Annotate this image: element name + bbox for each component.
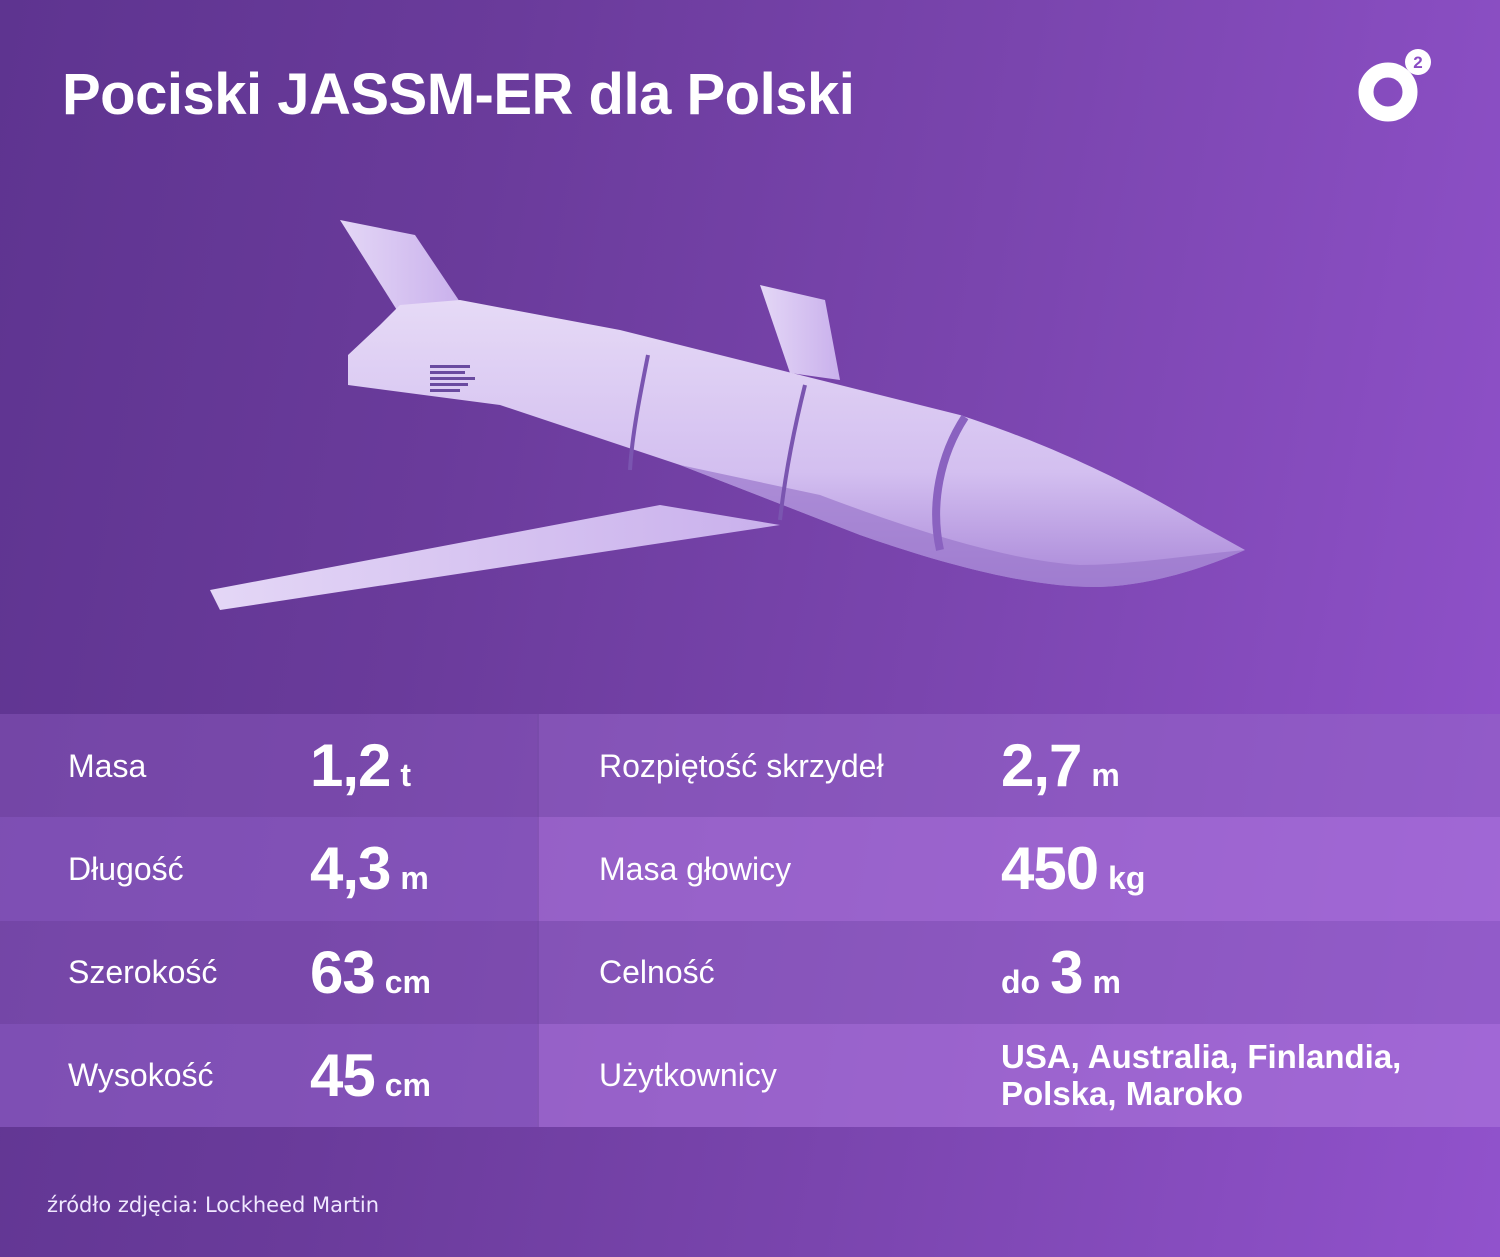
o2-logo-icon: 2 [1358, 49, 1431, 122]
spec-value: do 3 m [1001, 938, 1121, 1006]
specs-table: Masa 1,2 t Rozpiętość skrzydeł 2,7 m Długo… [0, 714, 1500, 1127]
spec-value: 45 cm [310, 1041, 431, 1109]
spec-row-masa: Masa 1,2 t [0, 714, 537, 818]
spec-value: 63 cm [310, 938, 431, 1006]
spec-label: Długość [68, 850, 184, 887]
spec-label: Celność [599, 954, 715, 991]
logo-superscript: 2 [1413, 53, 1422, 72]
spec-label: Masa [68, 747, 147, 784]
image-source-credit: źródło zdjęcia: Lockheed Martin [47, 1193, 380, 1217]
spec-value: USA, Australia, Finlandia, Polska, Marok… [1001, 1038, 1402, 1113]
spec-label: Rozpiętość skrzydeł [599, 747, 884, 784]
page-title: Pociski JASSM-ER dla Polski [62, 62, 855, 127]
spec-row-masa-glowicy: Masa głowicy 450 kg [537, 817, 1500, 921]
spec-row-dlugosc: Długość 4,3 m [0, 817, 537, 921]
spec-row-rozpietosc: Rozpiętość skrzydeł 2,7 m [537, 714, 1500, 818]
spec-label: Wysokość [68, 1057, 214, 1094]
spec-value: 1,2 t [310, 732, 412, 800]
spec-value: 4,3 m [310, 835, 429, 903]
spec-row-celnosc: Celność do 3 m [537, 920, 1500, 1024]
spec-label: Szerokość [68, 954, 218, 991]
spec-row-wysokosc: Wysokość 45 cm [0, 1023, 537, 1127]
missile-jassm-er-image [210, 220, 1245, 610]
spec-row-szerokosc: Szerokość 63 cm [0, 920, 537, 1024]
spec-label: Masa głowicy [599, 850, 792, 887]
spec-label: Użytkownicy [599, 1057, 777, 1094]
spec-row-uzytkownicy: Użytkownicy USA, Australia, Finlandia, P… [537, 1023, 1500, 1127]
spec-value: 450 kg [1001, 835, 1146, 903]
spec-value: 2,7 m [1001, 732, 1120, 800]
